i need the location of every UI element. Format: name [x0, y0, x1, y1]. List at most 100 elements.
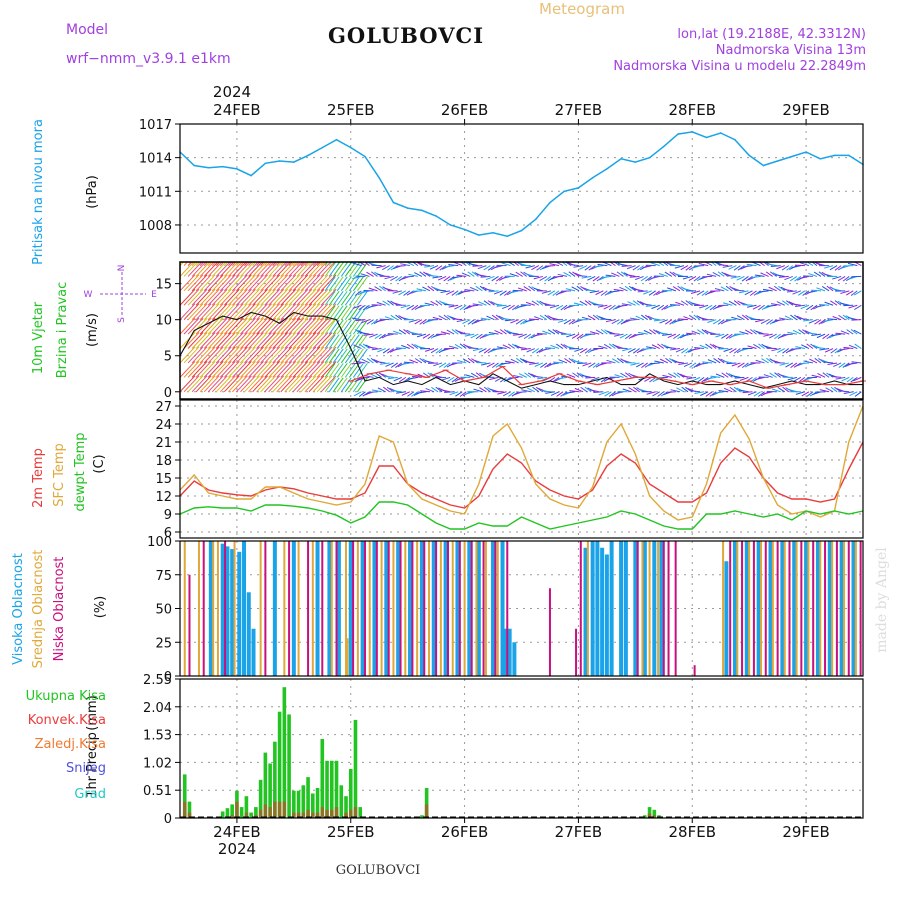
- wind-barb: [370, 319, 378, 325]
- precip-bar: [249, 812, 253, 818]
- wind-barb: [362, 343, 370, 349]
- wind-barb: [848, 344, 858, 349]
- wind-barb: [425, 387, 435, 393]
- precip-bar: [258, 779, 263, 818]
- wind-barb: [432, 275, 443, 279]
- wind-barb: [199, 288, 216, 306]
- wind-barb: [215, 288, 232, 306]
- wind-barb: [744, 290, 753, 296]
- wind-barb: [818, 319, 826, 325]
- wind-barb: [511, 343, 519, 349]
- wind-barb: [352, 275, 362, 280]
- wind-barb: [304, 317, 321, 335]
- wind-barb: [284, 262, 300, 277]
- wind-barb: [706, 376, 717, 380]
- wind-barb: [244, 274, 260, 292]
- wind-barb: [308, 375, 325, 393]
- wind-barb: [300, 346, 317, 364]
- pressure-point: [378, 177, 381, 179]
- wind-barb: [853, 329, 862, 335]
- wind-barb: [316, 274, 333, 292]
- wind-barb: [718, 389, 729, 393]
- wind-barb: [520, 304, 531, 306]
- wind-barb: [625, 319, 636, 322]
- wind-barb: [308, 346, 325, 364]
- legend-hail: Grad: [74, 787, 106, 802]
- pressure-point: [805, 151, 807, 153]
- wind-barb: [456, 274, 467, 277]
- wind-barb: [353, 344, 362, 349]
- wind-barb: [207, 346, 224, 364]
- wind-barb: [846, 376, 854, 383]
- wind-barb: [541, 290, 552, 294]
- wind-barb: [228, 288, 244, 306]
- wind-barb: [656, 304, 665, 311]
- wind-barb: [240, 346, 256, 364]
- wind-barb: [379, 333, 386, 340]
- wind-barb: [806, 304, 814, 311]
- wind-barb: [774, 319, 785, 322]
- wind-barb: [387, 265, 394, 271]
- wind-barb: [645, 304, 656, 307]
- cloud-bar: [760, 541, 763, 676]
- wind-barb: [427, 285, 435, 292]
- wind-barb: [244, 375, 260, 393]
- wind-barb: [203, 332, 220, 349]
- cloud-bar: [408, 541, 413, 676]
- wind-barb: [565, 288, 576, 292]
- wind-barb: [384, 333, 394, 337]
- wind-barb: [211, 361, 228, 378]
- cloud-bar: [788, 541, 791, 676]
- wind-barb: [492, 303, 503, 306]
- conv-precip-bar: [187, 812, 192, 818]
- wind-barb: [390, 275, 398, 281]
- wind-barb: [850, 376, 858, 383]
- wind-barb: [648, 290, 657, 296]
- wind-barb: [612, 358, 620, 364]
- panel-frame: [179, 678, 864, 819]
- wind-barb: [499, 290, 507, 296]
- wind-barb: [826, 333, 834, 340]
- wind-barb: [786, 300, 794, 306]
- wind-barb: [324, 334, 336, 349]
- wind-barb: [705, 391, 713, 397]
- pressure-point: [549, 201, 551, 204]
- wind-barb: [292, 274, 309, 292]
- wind-barb: [791, 265, 801, 269]
- wind-barb: [358, 391, 366, 397]
- wind-barb: [336, 276, 348, 292]
- wind-barb: [839, 348, 850, 351]
- wind-barb: [749, 290, 757, 296]
- wind-barb: [673, 372, 681, 378]
- wind-barb: [691, 330, 701, 335]
- wind-barb: [414, 272, 423, 277]
- wind-barb: [356, 262, 361, 266]
- wind-barb: [690, 390, 701, 393]
- wind-barb: [348, 319, 360, 335]
- wind-barb: [228, 303, 244, 321]
- wind-barb: [672, 286, 681, 292]
- cloud-bar: [674, 541, 677, 676]
- wind-barb: [344, 290, 356, 306]
- y-tick-label: 1.53: [143, 729, 172, 744]
- wind-barb: [547, 329, 556, 335]
- wind-barb: [493, 265, 503, 269]
- wind-barb: [468, 347, 479, 350]
- wind-barb: [653, 290, 661, 296]
- wind-barb: [420, 390, 431, 393]
- cloud-bar: [384, 541, 389, 676]
- cloud-bar: [416, 541, 419, 676]
- wind-barb: [854, 343, 862, 349]
- wind-barb: [454, 304, 463, 310]
- wind-barb: [211, 317, 228, 335]
- pressure-point: [648, 156, 651, 159]
- wind-barb: [308, 317, 325, 335]
- wind-barb: [248, 274, 264, 292]
- pressure-point: [833, 154, 836, 157]
- wind-barb: [496, 304, 507, 307]
- wind-barb: [501, 262, 511, 267]
- wind-barb: [524, 372, 532, 378]
- wind-barb: [783, 288, 793, 292]
- cloud-bar: [368, 541, 371, 676]
- wind-barb: [707, 359, 717, 364]
